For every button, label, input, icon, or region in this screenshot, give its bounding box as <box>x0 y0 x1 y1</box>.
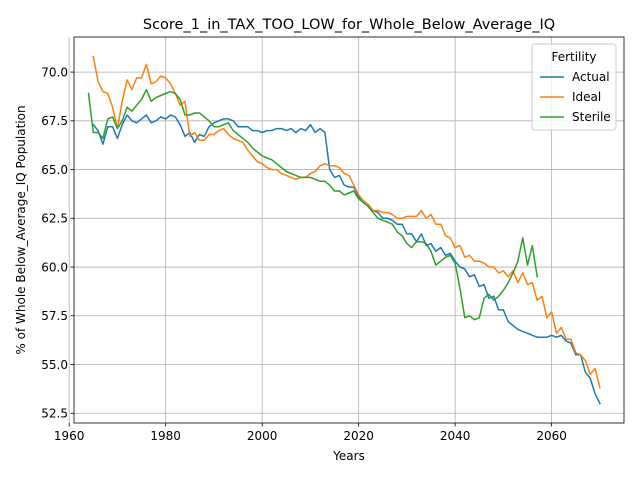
x-tick-label: 2020 <box>343 429 374 443</box>
series-lines <box>87 55 601 405</box>
x-tick-label: 2000 <box>247 429 278 443</box>
legend-title: Fertility <box>551 50 596 64</box>
x-tick-label: 1960 <box>54 429 85 443</box>
y-axis-label: % of Whole Below_Average_IQ Population <box>14 105 28 354</box>
y-tick-label: 67.5 <box>41 114 68 128</box>
series-line-sterile <box>87 88 539 321</box>
legend-label-actual: Actual <box>572 70 610 84</box>
x-tick-label: 2060 <box>536 429 567 443</box>
legend-label-ideal: Ideal <box>572 90 601 104</box>
legend-box <box>531 43 617 131</box>
y-tick-label: 65.0 <box>41 163 68 177</box>
y-tick-label: 52.5 <box>41 407 68 421</box>
y-tick-label: 70.0 <box>41 65 68 79</box>
x-axis-label: Years <box>332 449 365 463</box>
y-tick-label: 55.0 <box>41 358 68 372</box>
gridlines <box>68 37 624 423</box>
series-line-ideal <box>92 55 601 389</box>
legend: Fertility Actual Ideal Sterile <box>531 43 617 131</box>
x-axis-ticks: 1960 1980 2000 2020 2040 2060 <box>54 423 567 443</box>
series-line-actual <box>92 114 601 405</box>
x-tick-label: 2040 <box>440 429 471 443</box>
y-tick-label: 62.5 <box>41 212 68 226</box>
y-tick-label: 60.0 <box>41 260 68 274</box>
y-axis-ticks: 52.5 55.0 57.5 60.0 62.5 65.0 67.5 70.0 <box>41 65 74 421</box>
legend-label-sterile: Sterile <box>572 110 611 124</box>
x-tick-label: 1980 <box>150 429 181 443</box>
y-tick-label: 57.5 <box>41 309 68 323</box>
plot-frame <box>73 36 625 424</box>
chart-title: Score_1_in_TAX_TOO_LOW_for_Whole_Below_A… <box>143 17 555 33</box>
